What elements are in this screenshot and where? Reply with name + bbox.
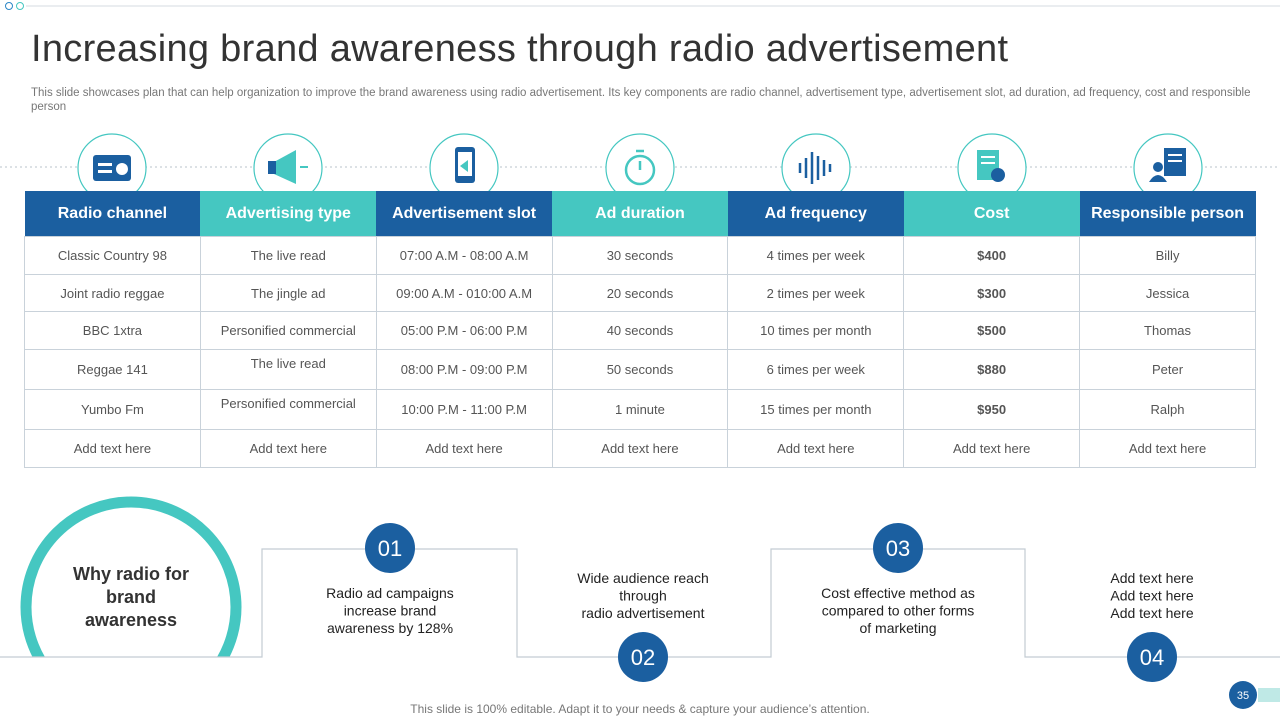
- table-row: Joint radio reggae The jingle ad 09:00 A.M…: [24, 274, 1256, 312]
- table-cell: Billy: [1079, 236, 1256, 275]
- table-cell: Add text here: [199, 429, 377, 468]
- icon-megaphone: [268, 150, 308, 184]
- table-cell: $500: [903, 311, 1081, 350]
- table-cell: 2 times per week: [727, 274, 905, 312]
- icon-stopwatch: [624, 149, 656, 186]
- table-cell: 09:00 A.M - 010:00 A.M: [375, 274, 553, 312]
- table-cell: Add text here: [727, 429, 905, 468]
- table-cell: Ralph: [1079, 389, 1256, 430]
- table-cell: Add text here: [375, 429, 553, 468]
- table-cell: Add text here: [551, 429, 729, 468]
- table-cell: 50 seconds: [551, 349, 729, 390]
- table-cell: Add text here: [1079, 429, 1256, 468]
- column-header: Advertisement slot: [376, 191, 553, 237]
- footer-note: This slide is 100% editable. Adapt it to…: [410, 702, 870, 716]
- table-cell: 07:00 A.M - 08:00 A.M: [375, 236, 553, 275]
- table-cell: The live read: [199, 349, 377, 390]
- table-row: BBC 1xtra Personified commercial 05:00 P.M…: [24, 311, 1256, 350]
- table-cell: $300: [903, 274, 1081, 312]
- table-cell: BBC 1xtra: [24, 311, 201, 350]
- table-cell: Thomas: [1079, 311, 1256, 350]
- table-cell: Add text here: [24, 429, 201, 468]
- table-cell: 15 times per month: [727, 389, 905, 430]
- table-cell: Yumbo Fm: [24, 389, 201, 430]
- ad-plan-table: Radio channel Advertising type Advertiseme…: [24, 191, 1256, 468]
- table-cell: 4 times per week: [727, 236, 905, 275]
- column-header: Ad frequency: [727, 191, 904, 237]
- table-cell: $400: [903, 236, 1081, 275]
- table-cell: $950: [903, 389, 1081, 430]
- table-cell: The live read: [199, 236, 377, 275]
- table-row: Reggae 141 The live read 08:00 P.M - 09:00…: [24, 349, 1256, 390]
- column-header: Radio channel: [24, 191, 201, 237]
- table-row: Classic Country 98 The live read 07:00 A.M…: [24, 236, 1256, 275]
- table-cell: Jessica: [1079, 274, 1256, 312]
- column-header: Ad duration: [552, 191, 728, 237]
- column-header: Responsible person: [1079, 191, 1256, 237]
- table-row: Yumbo Fm Personified commercial 10:00 P.M …: [24, 389, 1256, 430]
- table-cell: 10 times per month: [727, 311, 905, 350]
- table-cell: Classic Country 98: [24, 236, 201, 275]
- table-cell: The jingle ad: [199, 274, 377, 312]
- table-cell: Personified commercial: [199, 311, 377, 350]
- icon-radio: [93, 155, 131, 181]
- table-cell: 30 seconds: [551, 236, 729, 275]
- table-cell: 6 times per week: [727, 349, 905, 390]
- table-row: Add text here Add text here Add text here A…: [24, 429, 1256, 468]
- table-cell: 40 seconds: [551, 311, 729, 350]
- column-header: Cost: [903, 191, 1080, 237]
- table-cell: Peter: [1079, 349, 1256, 390]
- subtitle: This slide showcases plan that can help …: [31, 87, 1251, 113]
- icon-invoice: [977, 150, 1005, 182]
- header-row: Radio channel Advertising type Advertiseme…: [24, 191, 1256, 237]
- table-cell: $880: [903, 349, 1081, 390]
- icon-person: [1149, 148, 1186, 182]
- title: Increasing brand awareness through radio…: [31, 28, 1009, 70]
- table-cell: Personified commercial: [199, 389, 377, 430]
- table-cell: 20 seconds: [551, 274, 729, 312]
- table-cell: 08:00 P.M - 09:00 P.M: [375, 349, 553, 390]
- column-header: Advertising type: [200, 191, 377, 237]
- table-cell: Reggae 141: [24, 349, 201, 390]
- icon-wave: [798, 152, 832, 184]
- table-cell: 05:00 P.M - 06:00 P.M: [375, 311, 553, 350]
- table-cell: 10:00 P.M - 11:00 P.M: [375, 389, 553, 430]
- table-cell: Add text here: [903, 429, 1081, 468]
- table-cell: 1 minute: [551, 389, 729, 430]
- icon-phone: [455, 147, 475, 183]
- table-cell: Joint radio reggae: [24, 274, 201, 312]
